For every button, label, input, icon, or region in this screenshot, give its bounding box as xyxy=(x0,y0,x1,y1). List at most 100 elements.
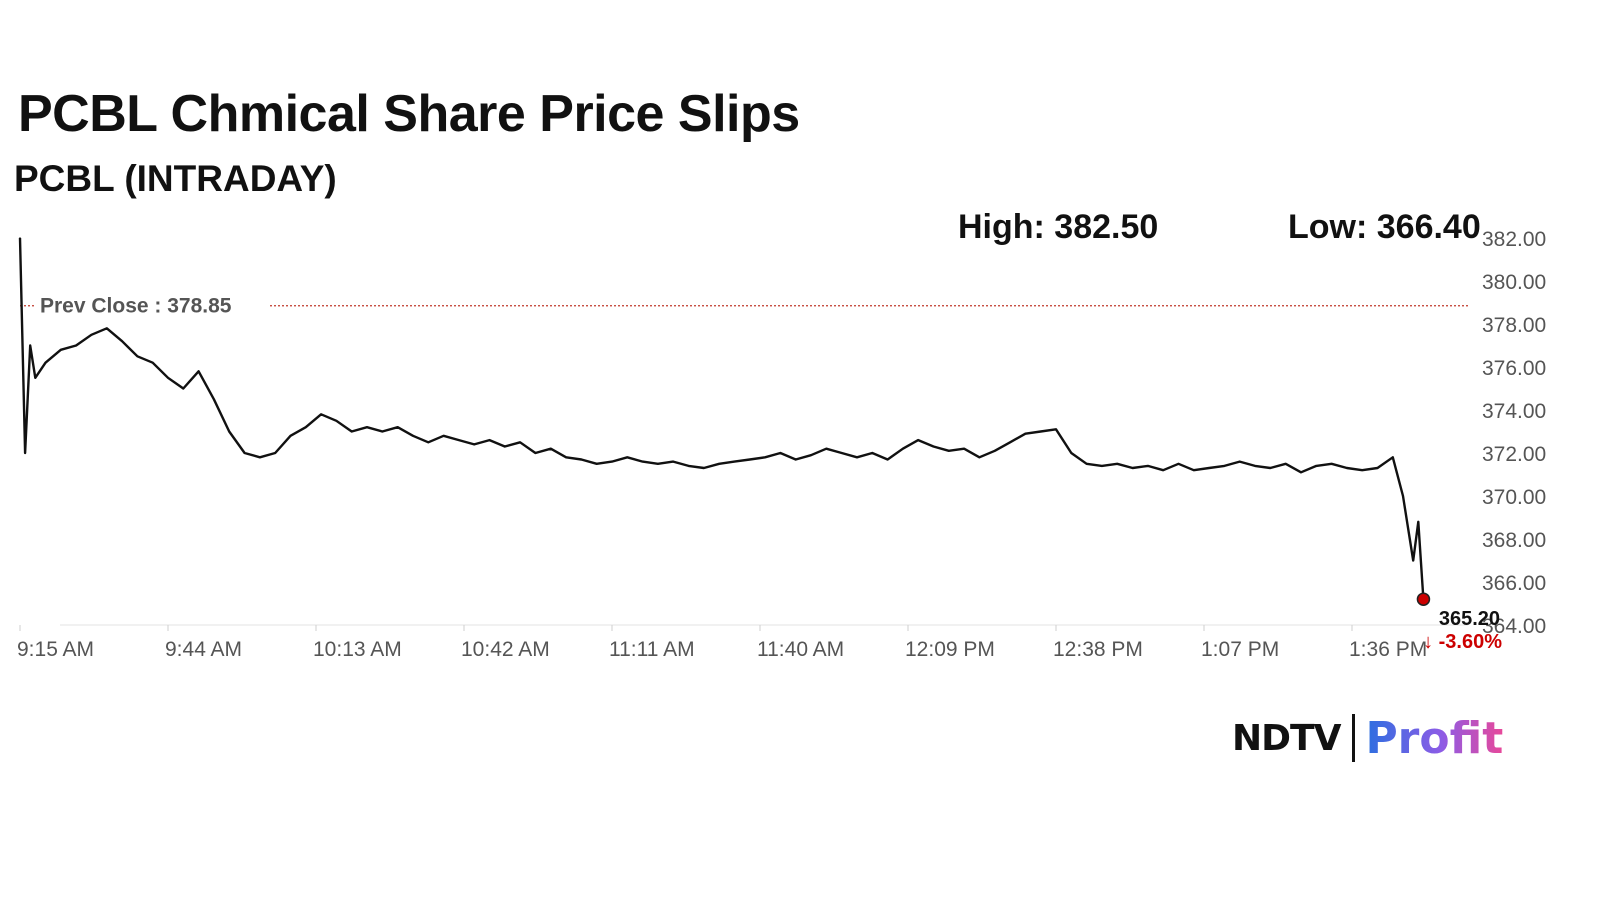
price-point xyxy=(611,460,613,463)
price-point xyxy=(381,430,384,433)
price-point xyxy=(1254,465,1256,467)
price-point xyxy=(1407,527,1409,530)
price-point xyxy=(932,445,935,448)
price-point xyxy=(1070,452,1073,454)
price-point xyxy=(1346,467,1348,469)
price-point xyxy=(1223,465,1226,467)
price-point xyxy=(29,344,32,347)
price-point xyxy=(1238,460,1241,463)
brand-separator xyxy=(1352,714,1356,762)
price-point xyxy=(672,460,674,463)
price-point xyxy=(1361,469,1363,472)
price-point xyxy=(595,463,598,465)
y-tick-label: 380.00 xyxy=(1482,271,1546,294)
price-point xyxy=(19,237,21,239)
price-point xyxy=(350,430,353,433)
y-tick-label: 366.00 xyxy=(1482,572,1546,595)
price-point xyxy=(136,355,139,358)
chart-subtitle: PCBL (INTRADAY) xyxy=(14,158,337,199)
price-point xyxy=(60,349,62,351)
price-point xyxy=(626,456,629,459)
price-point xyxy=(1315,465,1318,467)
price-point xyxy=(34,377,37,379)
price-point xyxy=(994,450,996,452)
annotation-group: 365.20↓ -3.60% xyxy=(1416,592,1502,653)
price-point xyxy=(902,447,904,450)
price-point xyxy=(106,327,108,330)
price-point xyxy=(978,456,981,459)
price-point xyxy=(534,452,537,454)
price-point xyxy=(44,361,47,364)
y-tick-label: 370.00 xyxy=(1482,486,1546,509)
price-point xyxy=(886,458,889,461)
price-point xyxy=(228,430,230,433)
price-point xyxy=(427,441,430,444)
price-point xyxy=(1009,441,1011,444)
price-point xyxy=(366,426,368,429)
price-point xyxy=(274,452,277,454)
price-point xyxy=(90,334,93,336)
price-point xyxy=(825,447,828,450)
last-price-label: 365.20 xyxy=(1439,608,1500,630)
price-point xyxy=(1392,456,1394,459)
price-point xyxy=(1284,463,1287,465)
price-point xyxy=(305,426,307,429)
price-point xyxy=(1039,430,1042,433)
price-point xyxy=(1101,465,1103,467)
x-tick-label: 12:09 PM xyxy=(905,638,995,661)
price-point xyxy=(687,465,690,467)
price-point xyxy=(580,458,583,461)
change-percent-label: ↓ -3.60% xyxy=(1423,631,1502,653)
price-point xyxy=(718,463,720,465)
x-tick-label: 11:11 AM xyxy=(609,638,695,661)
price-point xyxy=(1147,465,1149,467)
price-point xyxy=(289,435,292,437)
price-point xyxy=(794,458,797,461)
x-tick-label: 12:38 PM xyxy=(1053,638,1143,661)
x-tick-label: 9:15 AM xyxy=(17,638,94,661)
x-tick-label: 1:07 PM xyxy=(1201,638,1279,661)
x-tick-label: 9:44 AM xyxy=(165,638,242,661)
price-point xyxy=(1300,471,1302,474)
price-point xyxy=(871,452,874,454)
last-price-dot xyxy=(1416,592,1431,606)
price-point xyxy=(197,370,200,373)
price-point xyxy=(1116,463,1118,465)
price-point xyxy=(1208,467,1210,469)
price-point xyxy=(1024,432,1027,435)
price-point xyxy=(917,439,919,441)
price-point xyxy=(396,426,399,429)
price-point xyxy=(963,447,965,450)
price-line xyxy=(18,237,1425,600)
price-point xyxy=(259,456,261,459)
price-point xyxy=(1330,463,1333,465)
price-point xyxy=(733,460,736,463)
price-point xyxy=(1417,521,1420,523)
price-point xyxy=(519,441,521,444)
y-tick-label: 364.00 xyxy=(1482,615,1546,638)
price-point xyxy=(565,456,567,459)
price-point xyxy=(1131,467,1134,469)
x-tick-label: 11:40 AM xyxy=(757,638,844,661)
y-tick-label: 374.00 xyxy=(1482,400,1546,423)
price-point xyxy=(1269,467,1272,469)
price-point xyxy=(243,452,246,454)
price-point xyxy=(412,435,414,437)
price-point xyxy=(840,452,843,454)
brand-profit: Profit xyxy=(1365,712,1504,764)
price-point xyxy=(764,456,766,459)
price-point xyxy=(335,420,338,422)
price-point xyxy=(810,454,812,457)
price-point xyxy=(641,460,644,463)
price-point xyxy=(504,445,506,448)
price-point xyxy=(856,456,858,459)
price-point xyxy=(488,439,491,441)
y-tick-label: 382.00 xyxy=(1482,228,1546,251)
price-point xyxy=(779,452,782,454)
price-point xyxy=(121,340,123,343)
x-tick-label: 10:42 AM xyxy=(461,638,550,661)
chart-title: PCBL Chmical Share Price Slips xyxy=(18,85,800,143)
brand-ndtv: NDTV xyxy=(1232,717,1341,759)
x-tick-label: 10:13 AM xyxy=(313,638,402,661)
price-point xyxy=(320,413,322,416)
